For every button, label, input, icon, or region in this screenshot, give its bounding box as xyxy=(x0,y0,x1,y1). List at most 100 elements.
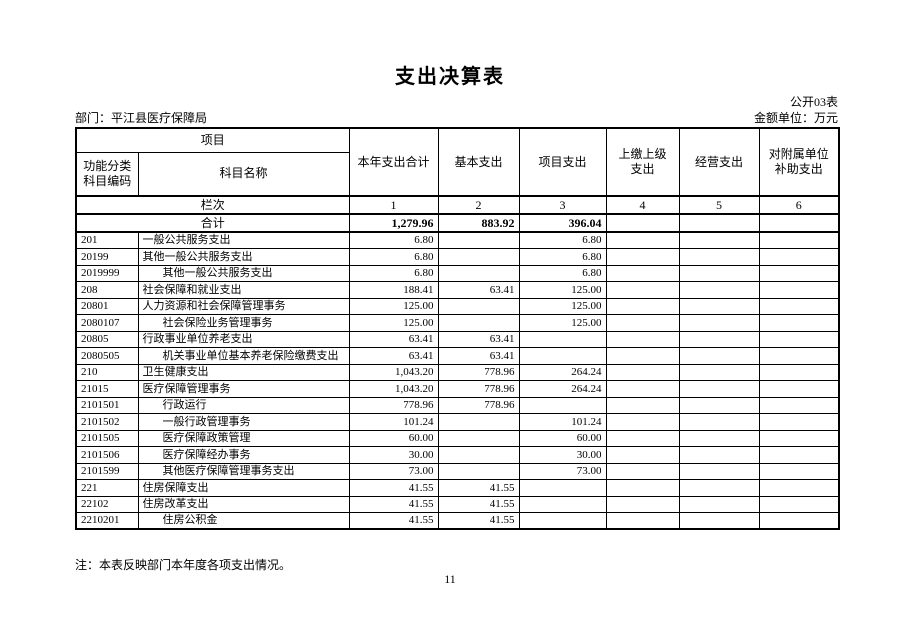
table-row: 208 社会保障和就业支出 188.41 63.41 125.00 xyxy=(75,281,840,299)
row-value-4 xyxy=(605,231,680,249)
row-value-3: 6.80 xyxy=(518,248,607,266)
header-row-project: 项目 本年支出合计 基本支出 项目支出 上缴上级 支出 经营支出 对附属单位 补… xyxy=(75,127,840,197)
row-value-5 xyxy=(678,446,760,464)
row-value-5 xyxy=(678,512,760,530)
row-value-1: 63.41 xyxy=(348,347,439,365)
col-header-project-expenditure: 项目支出 xyxy=(518,127,607,197)
row-value-1: 6.80 xyxy=(348,264,439,282)
row-value-3 xyxy=(518,330,607,348)
row-value-1: 101.24 xyxy=(348,413,439,431)
table-row: 22102 住房改革支出 41.55 41.55 xyxy=(75,495,840,513)
col-header-function-code: 功能分类 科目编码 xyxy=(75,151,139,197)
table-row: 21015 医疗保障管理事务 1,043.20 778.96 264.24 xyxy=(75,380,840,398)
row-name: 一般公共服务支出 xyxy=(137,231,350,249)
department-label: 部门：平江县医疗保障局 xyxy=(75,111,208,125)
row-value-1: 73.00 xyxy=(348,462,439,480)
row-name: 住房改革支出 xyxy=(137,495,350,513)
col-header-subsidy-affiliated: 对附属单位 补助支出 xyxy=(758,127,840,197)
row-value-6 xyxy=(758,413,840,431)
total-value-4 xyxy=(605,213,680,233)
row-value-2: 778.96 xyxy=(437,380,520,398)
row-value-6 xyxy=(758,281,840,299)
row-value-2 xyxy=(437,231,520,249)
row-value-6 xyxy=(758,363,840,381)
row-value-5 xyxy=(678,462,760,480)
row-value-3: 6.80 xyxy=(518,231,607,249)
row-code: 2080107 xyxy=(75,314,139,332)
row-code: 2101599 xyxy=(75,462,139,480)
row-name: 机关事业单位基本养老保险缴费支出 xyxy=(137,347,350,365)
total-value-3: 396.04 xyxy=(518,213,607,233)
row-value-1: 63.41 xyxy=(348,330,439,348)
table-number-label: 公开03表 xyxy=(789,95,838,109)
row-name: 行政事业单位养老支出 xyxy=(137,330,350,348)
row-value-4 xyxy=(605,380,680,398)
col-header-operating-expenditure: 经营支出 xyxy=(678,127,760,197)
column-index-3: 3 xyxy=(518,195,607,215)
row-value-4 xyxy=(605,413,680,431)
row-name: 其他医疗保障管理事务支出 xyxy=(137,462,350,480)
row-code: 20801 xyxy=(75,297,139,315)
row-value-1: 41.55 xyxy=(348,479,439,497)
expenditure-table: 项目 本年支出合计 基本支出 项目支出 上缴上级 支出 经营支出 对附属单位 补… xyxy=(75,127,841,530)
row-value-1: 1,043.20 xyxy=(348,363,439,381)
row-value-3: 60.00 xyxy=(518,429,607,447)
col-header-basic-expenditure: 基本支出 xyxy=(437,127,520,197)
row-value-1: 778.96 xyxy=(348,396,439,414)
row-name: 卫生健康支出 xyxy=(137,363,350,381)
unit-label: 金额单位：万元 xyxy=(753,111,838,125)
table-body: 栏次 1 2 3 4 5 6 合计 1,279.96 883.92 396.04… xyxy=(75,195,840,530)
page-title: 支出决算表 xyxy=(395,66,505,88)
row-value-5 xyxy=(678,264,760,282)
row-value-4 xyxy=(605,264,680,282)
row-value-2 xyxy=(437,248,520,266)
row-name: 人力资源和社会保障管理事务 xyxy=(137,297,350,315)
row-name: 住房保障支出 xyxy=(137,479,350,497)
row-value-4 xyxy=(605,281,680,299)
row-value-1: 125.00 xyxy=(348,314,439,332)
row-value-5 xyxy=(678,330,760,348)
row-value-3: 125.00 xyxy=(518,297,607,315)
row-value-4 xyxy=(605,429,680,447)
row-value-3: 125.00 xyxy=(518,281,607,299)
footnote: 注：本表反映部门本年度各项支出情况。 xyxy=(75,558,292,572)
row-value-4 xyxy=(605,347,680,365)
row-value-6 xyxy=(758,380,840,398)
row-value-1: 1,043.20 xyxy=(348,380,439,398)
row-value-1: 6.80 xyxy=(348,248,439,266)
row-code: 22102 xyxy=(75,495,139,513)
row-value-2: 41.55 xyxy=(437,512,520,530)
row-value-5 xyxy=(678,495,760,513)
row-name: 其他一般公共服务支出 xyxy=(137,248,350,266)
table-row: 2210201 住房公积金 41.55 41.55 xyxy=(75,512,840,530)
total-value-5 xyxy=(678,213,760,233)
row-code: 2080505 xyxy=(75,347,139,365)
row-code: 2101506 xyxy=(75,446,139,464)
table-row: 210 卫生健康支出 1,043.20 778.96 264.24 xyxy=(75,363,840,381)
row-value-2 xyxy=(437,462,520,480)
row-value-4 xyxy=(605,363,680,381)
row-code: 2019999 xyxy=(75,264,139,282)
row-value-2: 41.55 xyxy=(437,479,520,497)
row-value-5 xyxy=(678,380,760,398)
table-row: 20801 人力资源和社会保障管理事务 125.00 125.00 xyxy=(75,297,840,315)
row-value-4 xyxy=(605,495,680,513)
row-name: 社会保险业务管理事务 xyxy=(137,314,350,332)
column-index-1: 1 xyxy=(348,195,439,215)
row-value-4 xyxy=(605,462,680,480)
table-row: 2101505 医疗保障政策管理 60.00 60.00 xyxy=(75,429,840,447)
row-value-2: 41.55 xyxy=(437,495,520,513)
row-value-5 xyxy=(678,231,760,249)
row-name: 行政运行 xyxy=(137,396,350,414)
row-value-4 xyxy=(605,330,680,348)
col-header-total-expenditure: 本年支出合计 xyxy=(348,127,439,197)
table-row: 2101599 其他医疗保障管理事务支出 73.00 73.00 xyxy=(75,462,840,480)
row-value-2: 63.41 xyxy=(437,347,520,365)
row-name: 其他一般公共服务支出 xyxy=(137,264,350,282)
row-value-2: 63.41 xyxy=(437,281,520,299)
column-index-5: 5 xyxy=(678,195,760,215)
column-index-6: 6 xyxy=(758,195,840,215)
row-value-3: 264.24 xyxy=(518,363,607,381)
row-value-3 xyxy=(518,396,607,414)
row-value-2 xyxy=(437,297,520,315)
